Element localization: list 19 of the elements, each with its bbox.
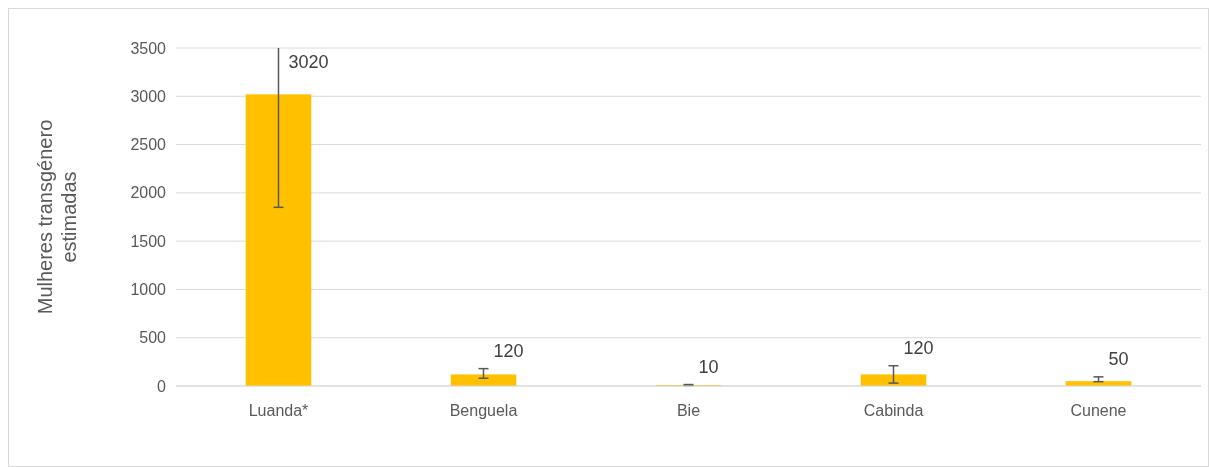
- x-tick-label: Cabinda: [863, 402, 924, 419]
- data-label: 120: [903, 337, 934, 358]
- y-tick-label: 2500: [130, 136, 167, 154]
- y-tick-label: 3500: [130, 39, 167, 57]
- y-tick-label: 1500: [130, 232, 167, 250]
- data-label: 10: [698, 356, 719, 377]
- y-tick-label: 0: [157, 377, 167, 395]
- x-tick-label: Luanda*: [248, 402, 309, 419]
- y-tick-label: 1000: [130, 281, 167, 299]
- y-axis-title: Mulheres transgénero estimadas: [34, 119, 80, 315]
- y-tick-label: 2000: [130, 184, 167, 202]
- y-tick-label: 500: [139, 329, 167, 347]
- x-tick-label: Cunene: [1070, 402, 1127, 419]
- x-tick-label: Bie: [676, 402, 701, 419]
- data-label: 120: [493, 340, 524, 361]
- x-tick-label: Benguela: [449, 402, 518, 419]
- y-tick-label: 3000: [130, 87, 167, 105]
- data-label: 50: [1108, 348, 1129, 369]
- data-label: 3020: [288, 52, 329, 72]
